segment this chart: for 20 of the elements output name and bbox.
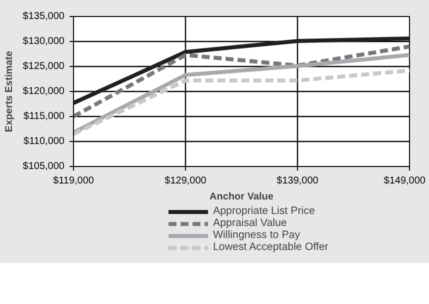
line-series (74, 36, 410, 105)
legend-label: Appraisal Value (213, 217, 287, 229)
x-tick-label: $129,000 (164, 176, 207, 186)
x-tick-label: $149,000 (384, 176, 426, 186)
y-tick-label: $130,000 (22, 36, 65, 47)
line-series (74, 44, 410, 118)
x-tick-label: $139,000 (276, 176, 319, 186)
x-axis-title: Anchor Value (210, 192, 274, 202)
y-tick-label: $110,000 (24, 136, 65, 147)
legend-label: Lowest Acceptable Offer (213, 241, 328, 253)
y-tick-label: $125,000 (22, 61, 65, 72)
y-tick-label: $120,000 (22, 86, 65, 97)
x-tick-label: $119,000 (53, 176, 94, 186)
legend-label: Willingness to Pay (213, 229, 300, 241)
legend-label: Appropriate List Price (213, 205, 315, 217)
y-tick-label: $135,000 (22, 11, 65, 22)
y-tick-label: $105,000 (22, 161, 65, 172)
y-tick-label: $115,000 (24, 111, 65, 122)
y-axis-title: Experts Estimate (4, 50, 15, 132)
line-series (74, 53, 410, 134)
